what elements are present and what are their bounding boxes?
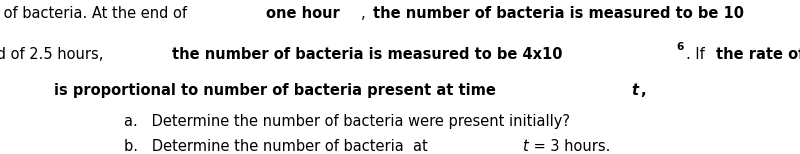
Text: one hour: one hour — [266, 6, 340, 21]
Text: is proportional to number of bacteria present at time: is proportional to number of bacteria pr… — [54, 83, 502, 98]
Text: b.   Determine the number of bacteria  at: b. Determine the number of bacteria at — [124, 139, 432, 154]
Text: the rate of growth: the rate of growth — [716, 47, 800, 61]
Text: the number of bacteria is measured to be 4x10: the number of bacteria is measured to be… — [173, 47, 563, 61]
Text: t: t — [631, 83, 638, 98]
Text: = 3 hours.: = 3 hours. — [530, 139, 610, 154]
Text: while at the end of 2.5 hours,: while at the end of 2.5 hours, — [0, 47, 108, 61]
Text: 6: 6 — [676, 42, 684, 52]
Text: ,: , — [362, 6, 370, 21]
Text: A culture of bacteria. At the end of: A culture of bacteria. At the end of — [0, 6, 191, 21]
Text: . If: . If — [686, 47, 709, 61]
Text: ,: , — [640, 83, 646, 98]
Text: t: t — [522, 139, 528, 154]
Text: a.   Determine the number of bacteria were present initially?: a. Determine the number of bacteria were… — [124, 114, 570, 129]
Text: the number of bacteria is measured to be 10: the number of bacteria is measured to be… — [374, 6, 744, 21]
